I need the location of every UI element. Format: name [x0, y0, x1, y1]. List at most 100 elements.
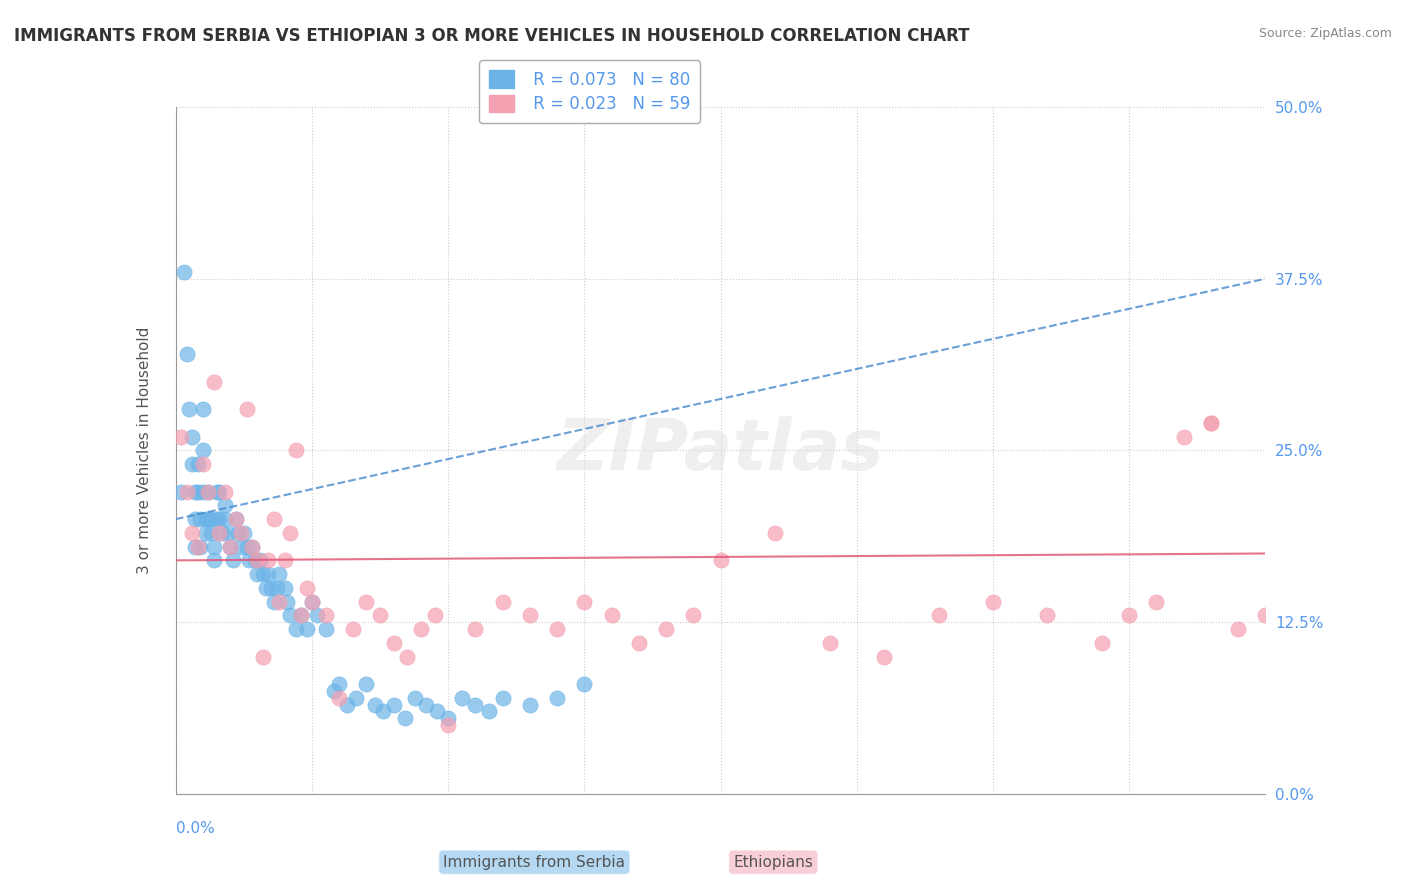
Point [249, 553, 271, 567]
Point [257, 553, 280, 567]
Point [928, 608, 950, 623]
Point [217, 525, 239, 540]
Point [170, 484, 193, 499]
Point [382, 698, 405, 712]
Point [197, 484, 219, 499]
Point [276, 594, 298, 608]
Point [170, 430, 193, 444]
Point [627, 636, 650, 650]
Point [710, 553, 733, 567]
Point [231, 525, 253, 540]
Point [290, 608, 312, 623]
Point [202, 553, 225, 567]
Point [546, 622, 568, 636]
Point [1199, 416, 1222, 430]
Point [194, 512, 217, 526]
Point [478, 705, 501, 719]
Legend:  R = 0.073   N = 80,  R = 0.023   N = 59: R = 0.073 N = 80, R = 0.023 N = 59 [479, 61, 700, 123]
Point [186, 484, 209, 499]
Point [295, 581, 318, 595]
Point [382, 636, 405, 650]
Point [173, 265, 195, 279]
Point [269, 567, 291, 582]
Point [818, 636, 841, 650]
Point [873, 649, 896, 664]
Point [194, 525, 217, 540]
Point [301, 594, 323, 608]
Point [197, 484, 219, 499]
Point [208, 512, 231, 526]
Point [219, 540, 242, 554]
Point [181, 525, 204, 540]
Point [184, 512, 207, 526]
Point [290, 608, 312, 623]
Point [257, 567, 280, 582]
Point [278, 525, 301, 540]
Point [307, 608, 329, 623]
Point [238, 553, 260, 567]
Point [1144, 594, 1167, 608]
Point [274, 553, 297, 567]
Point [214, 499, 236, 513]
Point [235, 402, 257, 417]
Point [240, 540, 263, 554]
Point [263, 594, 285, 608]
Point [315, 608, 337, 623]
Point [278, 608, 301, 623]
Point [295, 622, 318, 636]
Point [356, 677, 378, 691]
Point [600, 608, 623, 623]
Point [269, 594, 291, 608]
Point [243, 553, 266, 567]
Point [301, 594, 323, 608]
Point [252, 567, 274, 582]
Point [284, 622, 307, 636]
Point [315, 622, 337, 636]
Point [222, 553, 245, 567]
Point [437, 718, 460, 732]
Point [415, 698, 437, 712]
Point [450, 690, 472, 705]
Point [186, 457, 209, 471]
Point [188, 512, 211, 526]
Point [246, 567, 269, 582]
Point [574, 594, 596, 608]
Point [191, 457, 214, 471]
Point [1036, 608, 1059, 623]
Point [423, 608, 446, 623]
Point [682, 608, 704, 623]
Point [546, 690, 568, 705]
Point [219, 540, 242, 554]
Point [184, 484, 207, 499]
Point [437, 711, 460, 725]
Text: ZIPatlas: ZIPatlas [557, 416, 884, 485]
Point [356, 594, 378, 608]
Point [176, 347, 198, 361]
Point [179, 402, 201, 417]
Point [260, 581, 283, 595]
Y-axis label: 3 or more Vehicles in Household: 3 or more Vehicles in Household [138, 326, 152, 574]
Point [202, 540, 225, 554]
Point [1091, 636, 1114, 650]
Point [202, 375, 225, 389]
Point [176, 484, 198, 499]
Text: Source: ZipAtlas.com: Source: ZipAtlas.com [1258, 27, 1392, 40]
Point [214, 512, 236, 526]
Point [368, 608, 391, 623]
Point [225, 512, 247, 526]
Text: IMMIGRANTS FROM SERBIA VS ETHIOPIAN 3 OR MORE VEHICLES IN HOUSEHOLD CORRELATION : IMMIGRANTS FROM SERBIA VS ETHIOPIAN 3 OR… [14, 27, 970, 45]
Text: Ethiopians: Ethiopians [734, 855, 813, 870]
Point [191, 443, 214, 458]
Point [394, 711, 416, 725]
Point [1199, 416, 1222, 430]
Point [205, 512, 228, 526]
Point [228, 525, 250, 540]
Point [519, 608, 541, 623]
Point [284, 443, 307, 458]
Point [263, 512, 285, 526]
Point [214, 484, 236, 499]
Point [186, 540, 209, 554]
Point [191, 484, 214, 499]
Point [492, 690, 515, 705]
Point [225, 512, 247, 526]
